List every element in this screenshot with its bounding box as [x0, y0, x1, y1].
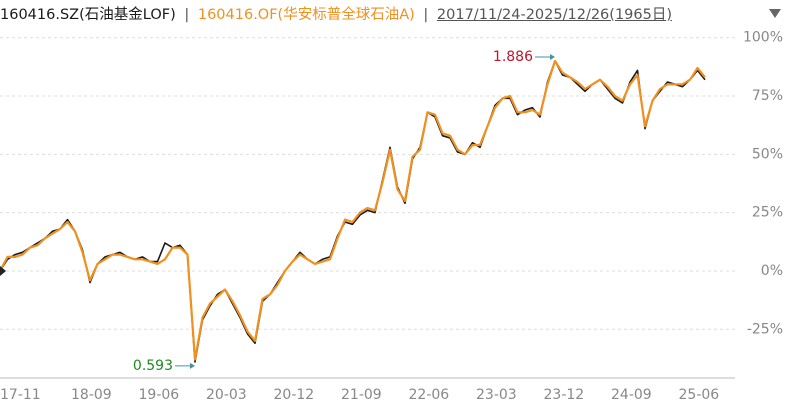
dropdown-icon[interactable]	[769, 9, 781, 18]
x-tick-label: 19-06	[139, 387, 180, 403]
annotation-arrowhead	[190, 362, 195, 369]
annotation-arrowhead	[550, 54, 555, 61]
legend-entry[interactable]: 160416.OF(华安标普全球石油A)	[197, 7, 415, 23]
x-tick-label: 22-06	[409, 387, 450, 403]
start-marker	[0, 265, 6, 276]
date-range[interactable]: 2017/11/24-2025/12/26(1965日)	[436, 7, 673, 23]
separator: |	[423, 7, 429, 23]
y-tick-label: 25%	[752, 205, 783, 221]
x-tick-label: 20-12	[274, 387, 315, 403]
x-tick-label: 23-03	[476, 387, 517, 403]
y-tick-label: 100%	[743, 30, 783, 46]
series-line	[0, 59, 706, 361]
y-tick-label: 50%	[752, 146, 783, 162]
annotation: 0.593	[133, 358, 173, 374]
x-tick-label: 21-09	[341, 387, 382, 403]
x-tick-label: 18-09	[71, 387, 112, 403]
x-tick-label: 20-03	[206, 387, 247, 403]
y-tick-label: 0%	[761, 263, 783, 279]
x-tick-label: 17-11	[0, 387, 41, 403]
x-tick-label: 24-09	[611, 387, 652, 403]
separator: |	[184, 7, 190, 23]
series-line	[0, 60, 706, 363]
annotation: 1.886	[493, 49, 533, 65]
x-tick-label: 23-12	[544, 387, 585, 403]
legend-entry[interactable]: 160416.SZ(石油基金LOF)	[0, 7, 176, 23]
y-tick-label: 75%	[752, 88, 783, 104]
header: 160416.SZ(石油基金LOF) | 160416.OF(华安标普全球石油A…	[0, 3, 676, 24]
y-tick-label: -25%	[747, 321, 783, 337]
x-tick-label: 25-06	[679, 387, 720, 403]
